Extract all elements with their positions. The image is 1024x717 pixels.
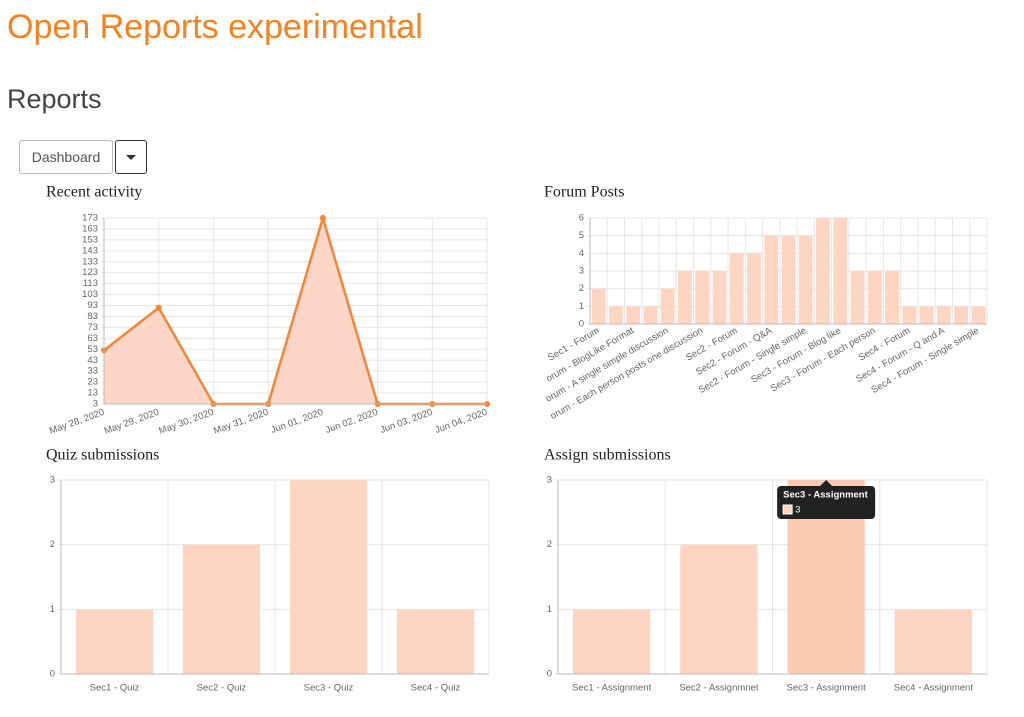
point [319, 215, 326, 221]
x-tick-label: May 29, 2020 [103, 407, 161, 437]
y-tick-label: 3 [547, 475, 552, 486]
y-tick-label: 53 [87, 344, 98, 355]
bar [729, 253, 744, 324]
tooltip-box [777, 486, 876, 519]
y-tick-label: 173 [82, 213, 98, 224]
y-tick-label: 0 [547, 669, 552, 680]
y-tick-label: 1 [579, 301, 584, 312]
chart-title: Assign submissions [544, 447, 671, 464]
bar [816, 218, 830, 324]
x-tick-label: Sec4 - Assignment [894, 683, 974, 694]
y-tick-label: 43 [87, 355, 98, 366]
x-tick-label: May 30, 2020 [157, 407, 215, 437]
bar [626, 306, 641, 324]
bar [885, 271, 899, 324]
page-heading: Reports [7, 84, 102, 114]
dashboard-dropdown[interactable]: Dashboard [19, 140, 113, 174]
x-tick-label: Sec2 - Assignmnet [679, 683, 759, 694]
y-tick-label: 73 [87, 322, 98, 333]
bar [573, 609, 651, 674]
bar [798, 235, 813, 324]
y-tick-label: 153 [82, 234, 98, 245]
y-tick-label: 0 [579, 319, 584, 330]
y-tick-label: 93 [87, 300, 98, 311]
bar [591, 288, 606, 324]
bar [660, 288, 675, 324]
y-tick-label: 2 [547, 539, 552, 550]
y-tick-label: 4 [579, 248, 584, 259]
bar [902, 306, 917, 324]
bar [919, 306, 934, 324]
y-tick-label: 33 [87, 366, 98, 377]
bar [781, 235, 796, 324]
bar [954, 306, 969, 324]
chart-title: Forum Posts [544, 184, 624, 201]
page-title: Open Reports experimental [7, 8, 423, 46]
x-tick-label: Sec4 - Quiz [411, 683, 461, 694]
x-tick-label: Sec1 - Quiz [90, 683, 140, 694]
bar [182, 544, 261, 674]
tooltip-title: Sec3 - Assignment [783, 490, 868, 501]
y-tick-label: 63 [87, 333, 98, 344]
y-tick-label: 3 [50, 475, 55, 486]
y-tick-label: 2 [579, 283, 584, 294]
bar [608, 306, 623, 324]
x-tick-label: Jun 02, 2020 [324, 407, 379, 436]
bar [678, 271, 692, 324]
tooltip-value: 3 [795, 505, 800, 516]
y-tick-label: 123 [82, 267, 98, 278]
y-tick-label: 5 [579, 230, 584, 241]
y-tick-label: 1 [547, 604, 552, 615]
y-tick-label: 83 [87, 311, 98, 322]
tooltip-arrow [820, 480, 833, 486]
y-tick-label: 0 [50, 669, 55, 680]
x-tick-label: Jun 01, 2020 [269, 407, 324, 436]
bar [747, 253, 761, 324]
x-tick-label: Sec1 - Assignment [572, 683, 652, 694]
chart-title: Recent activity [46, 184, 142, 201]
chart-title: Quiz submissions [46, 447, 159, 464]
x-tick-label: Sec2 - Quiz [197, 683, 247, 694]
x-tick-label: May 28, 2020 [48, 407, 106, 437]
x-tick-label: Sec3 - Quiz [304, 683, 354, 694]
bar [867, 271, 882, 324]
y-tick-label: 23 [87, 377, 98, 388]
bar [643, 306, 658, 324]
y-tick-label: 133 [82, 256, 98, 267]
bar [833, 218, 848, 324]
bar [75, 609, 154, 674]
y-tick-label: 6 [579, 213, 584, 224]
bar [695, 271, 710, 324]
bar [680, 544, 758, 674]
point [155, 304, 162, 311]
bar [936, 306, 951, 324]
bar [894, 609, 972, 674]
y-tick-label: 163 [82, 223, 98, 234]
y-tick-label: 2 [50, 539, 55, 550]
y-tick-label: 13 [87, 388, 98, 399]
bar [764, 235, 779, 324]
bar [289, 480, 368, 674]
tooltip-swatch [782, 504, 793, 515]
bar [712, 271, 727, 324]
dropdown-toggle[interactable] [115, 140, 147, 174]
y-tick-label: 143 [82, 245, 98, 256]
bar [971, 306, 986, 324]
y-tick-label: 113 [83, 278, 98, 289]
y-tick-label: 103 [82, 289, 98, 300]
bar [396, 609, 475, 674]
x-tick-label: Jun 04, 2020 [433, 407, 488, 436]
x-tick-label: Jun 03, 2020 [379, 407, 434, 436]
y-tick-label: 1 [50, 604, 55, 615]
y-tick-label: 3 [93, 399, 98, 410]
bar [850, 271, 865, 324]
x-tick-label: Sec3 - Assignment [787, 683, 867, 694]
y-tick-label: 3 [579, 266, 584, 277]
x-tick-label: May 31, 2020 [212, 407, 270, 437]
tooltip: Sec3 - Assignment 3 [777, 480, 876, 519]
